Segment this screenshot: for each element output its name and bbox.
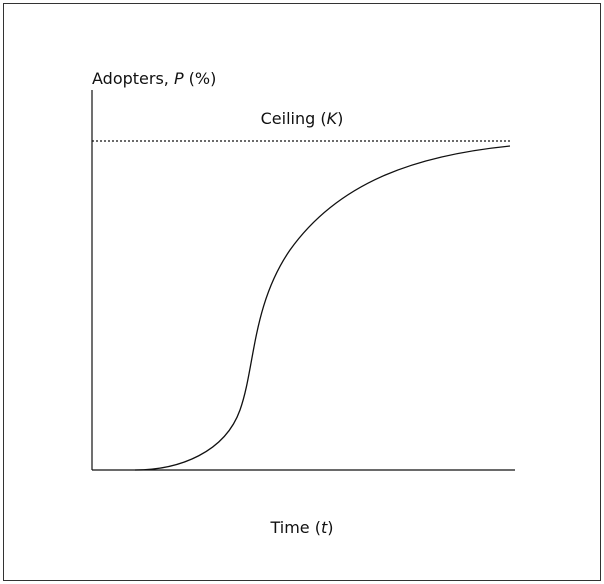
- y-axis-label: Adopters, P (%): [92, 69, 216, 88]
- s-curve: [134, 145, 511, 471]
- label-close: ): [337, 109, 343, 128]
- ceiling-label: Ceiling (K): [261, 109, 344, 128]
- label-text: Ceiling (: [261, 109, 327, 128]
- frame: [3, 3, 601, 581]
- label-unit: (%): [189, 69, 217, 88]
- label-variable: t: [321, 518, 328, 537]
- label-close: ): [327, 518, 333, 537]
- label-variable: P: [174, 69, 184, 88]
- label-text: Time (: [269, 518, 320, 537]
- x-axis-label: Time (t): [269, 518, 333, 537]
- label-text: Adopters,: [92, 69, 174, 88]
- label-variable: K: [327, 109, 339, 128]
